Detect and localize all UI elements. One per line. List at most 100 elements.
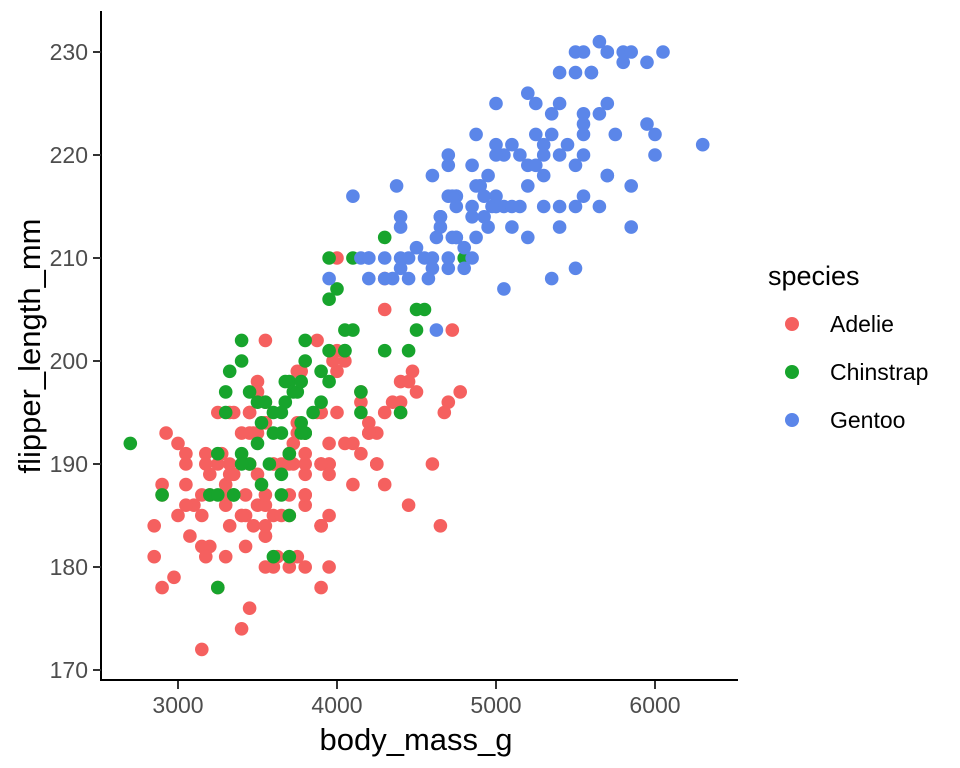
data-point [560, 137, 575, 152]
data-point [592, 34, 607, 49]
data-point [695, 137, 710, 152]
data-point [536, 137, 551, 152]
data-point [234, 622, 249, 636]
data-point [409, 385, 424, 399]
data-point [377, 477, 392, 492]
data-point [362, 271, 376, 286]
legend-label-adelie: Adelie [830, 311, 894, 337]
data-point [544, 271, 559, 286]
x-tick-label: 3000 [152, 692, 203, 718]
data-point [322, 343, 336, 358]
data-point [429, 323, 444, 337]
y-tick-label: 170 [50, 657, 88, 683]
data-point [179, 446, 193, 461]
data-point [576, 148, 591, 162]
data-point [330, 405, 344, 420]
y-tick-label: 230 [50, 39, 88, 65]
data-point [294, 374, 309, 389]
data-point [568, 158, 583, 173]
data-point [234, 457, 249, 471]
data-point [600, 45, 615, 59]
data-point [222, 519, 237, 533]
data-point [330, 282, 344, 296]
data-point [354, 446, 368, 461]
data-point [445, 189, 460, 203]
data-point [314, 519, 328, 533]
data-point [171, 436, 185, 451]
data-point [568, 45, 583, 59]
data-point [254, 477, 269, 492]
data-point [179, 498, 193, 512]
data-point [338, 354, 352, 368]
data-point [477, 189, 491, 203]
data-point [195, 539, 209, 554]
data-point [322, 560, 336, 574]
data-point [282, 508, 297, 523]
data-point [346, 436, 360, 451]
data-point [469, 127, 483, 142]
data-point [199, 446, 213, 461]
data-point [298, 446, 313, 461]
y-tick-label: 180 [50, 554, 88, 580]
data-point [485, 199, 499, 214]
x-tick-label: 4000 [311, 692, 362, 718]
data-point [393, 251, 408, 265]
data-point [648, 127, 662, 142]
data-point [238, 488, 253, 502]
data-points [123, 34, 710, 657]
data-point [449, 199, 464, 214]
data-point [250, 374, 265, 389]
legend-label-gentoo: Gentoo [830, 407, 905, 433]
data-point [521, 230, 535, 245]
data-point [457, 240, 472, 255]
data-point [576, 189, 591, 203]
data-point [258, 519, 273, 533]
data-point [401, 271, 416, 286]
y-tick-label: 210 [50, 245, 88, 271]
data-point [314, 580, 328, 595]
data-point [362, 251, 376, 265]
data-point [338, 323, 352, 337]
y-tick-label: 190 [50, 451, 88, 477]
data-point [242, 405, 257, 420]
x-axis-ticks: 3000 4000 5000 6000 [152, 681, 681, 718]
data-point [258, 560, 273, 574]
data-point [576, 117, 591, 131]
data-point [600, 96, 615, 111]
data-point [544, 127, 559, 142]
data-point [274, 405, 289, 420]
data-point [441, 251, 456, 265]
data-point [489, 96, 503, 111]
data-point [258, 529, 273, 543]
data-point [529, 158, 543, 173]
x-tick-label: 5000 [470, 692, 521, 718]
data-point [513, 148, 527, 162]
data-point [489, 189, 503, 203]
data-point [147, 519, 161, 533]
data-point [401, 343, 416, 358]
data-point [409, 302, 424, 317]
data-point [211, 457, 225, 471]
data-point [218, 385, 233, 399]
data-point [234, 446, 249, 461]
data-point [393, 405, 408, 420]
data-point [385, 395, 400, 410]
data-point [330, 364, 344, 379]
data-point [211, 446, 225, 461]
data-point [266, 426, 281, 440]
series-chinstrap-points [123, 230, 472, 595]
data-point [298, 467, 313, 482]
data-point [258, 498, 273, 512]
data-point [505, 199, 519, 214]
data-point [159, 426, 173, 440]
data-point [278, 374, 293, 389]
data-point [310, 333, 324, 348]
data-point [421, 271, 436, 286]
data-point [377, 302, 392, 317]
data-point [552, 220, 567, 234]
data-point [258, 333, 273, 348]
data-point [262, 457, 277, 471]
data-point [552, 199, 567, 214]
data-point [425, 261, 440, 276]
